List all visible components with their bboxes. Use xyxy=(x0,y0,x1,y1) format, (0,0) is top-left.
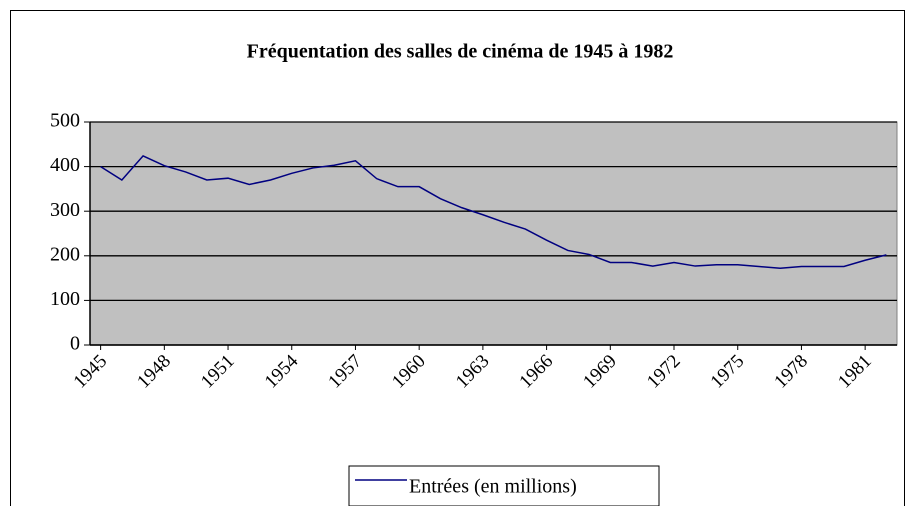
y-tick-label: 0 xyxy=(70,333,80,355)
plot-area xyxy=(89,121,898,346)
legend-box xyxy=(348,465,660,506)
y-tick-label: 400 xyxy=(50,154,80,176)
legend-label: Entrées (en millions) xyxy=(409,476,577,498)
y-tick-label: 100 xyxy=(50,288,80,310)
line-series xyxy=(100,154,887,270)
y-tick-label: 200 xyxy=(50,243,80,265)
y-tick-label: 500 xyxy=(50,110,80,132)
chart-title: Fréquentation des salles de cinéma de 19… xyxy=(247,41,674,63)
y-tick-label: 300 xyxy=(50,199,80,221)
